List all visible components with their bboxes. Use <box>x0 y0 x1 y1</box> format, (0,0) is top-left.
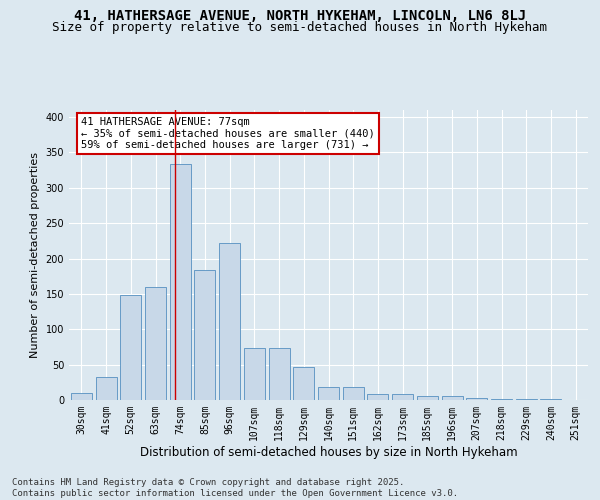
Bar <box>170 164 191 400</box>
Bar <box>442 396 463 400</box>
Bar <box>367 394 388 400</box>
Bar <box>392 394 413 400</box>
Bar <box>318 386 339 400</box>
Bar <box>293 368 314 400</box>
Bar <box>120 296 141 400</box>
Bar <box>244 348 265 400</box>
Bar <box>95 378 116 400</box>
X-axis label: Distribution of semi-detached houses by size in North Hykeham: Distribution of semi-detached houses by … <box>140 446 517 458</box>
Text: 41, HATHERSAGE AVENUE, NORTH HYKEHAM, LINCOLN, LN6 8LJ: 41, HATHERSAGE AVENUE, NORTH HYKEHAM, LI… <box>74 9 526 23</box>
Text: Contains HM Land Registry data © Crown copyright and database right 2025.
Contai: Contains HM Land Registry data © Crown c… <box>12 478 458 498</box>
Bar <box>417 396 438 400</box>
Bar <box>269 348 290 400</box>
Text: 41 HATHERSAGE AVENUE: 77sqm
← 35% of semi-detached houses are smaller (440)
59% : 41 HATHERSAGE AVENUE: 77sqm ← 35% of sem… <box>82 117 375 150</box>
Bar <box>71 393 92 400</box>
Bar <box>194 270 215 400</box>
Y-axis label: Number of semi-detached properties: Number of semi-detached properties <box>30 152 40 358</box>
Bar <box>145 287 166 400</box>
Bar <box>466 398 487 400</box>
Text: Size of property relative to semi-detached houses in North Hykeham: Size of property relative to semi-detach… <box>53 21 548 34</box>
Bar <box>219 243 240 400</box>
Bar <box>343 386 364 400</box>
